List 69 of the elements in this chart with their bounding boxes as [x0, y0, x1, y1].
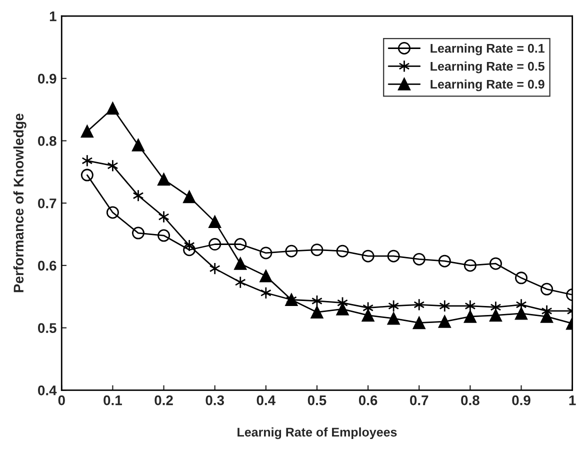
point [362, 250, 374, 262]
x-tick-label: 0.3 [206, 395, 224, 406]
point [260, 246, 272, 260]
point [80, 125, 94, 138]
point [387, 250, 400, 262]
x-tick-label: 0.9 [512, 395, 530, 406]
point [464, 259, 476, 272]
y-tick-label: 0.4 [38, 385, 57, 396]
y-axis-title: Performance of Knowledge [13, 114, 26, 292]
point [106, 206, 119, 219]
x-tick-label: 0.4 [256, 395, 276, 406]
point [412, 252, 426, 266]
point [260, 270, 272, 282]
y-tick-label: 0.6 [38, 260, 56, 271]
x-axis-title: Learnig Rate of Employees [238, 427, 397, 440]
point [184, 239, 195, 252]
point [132, 138, 144, 152]
point [489, 309, 502, 322]
point [132, 226, 144, 240]
legend-label: Learning Rate = 0.5 [430, 62, 544, 74]
x-tick-label: 0.5 [308, 395, 326, 406]
x-tick-label: 0 [58, 395, 65, 406]
y-tick-label: 0.9 [38, 74, 56, 84]
point [489, 257, 502, 270]
y-tick-label: 0.8 [38, 136, 56, 146]
point [132, 189, 144, 202]
x-tick-label: 0.2 [154, 395, 173, 406]
x-tick-label: 0.6 [358, 395, 378, 406]
legend-label: Learning Rate = 0.9 [430, 79, 544, 92]
point [362, 309, 374, 322]
point [80, 168, 94, 182]
point [234, 238, 247, 251]
x-tick-label: 0.7 [410, 395, 428, 406]
point [336, 244, 349, 258]
y-tick-label: 0.7 [38, 198, 56, 208]
point [285, 244, 298, 258]
point [438, 315, 451, 328]
point [439, 300, 450, 312]
point [412, 316, 426, 330]
point [209, 262, 220, 275]
x-tick-label: 0.1 [104, 395, 122, 406]
point [515, 272, 528, 284]
point [310, 306, 324, 318]
point [234, 276, 246, 289]
point [515, 307, 528, 320]
point [158, 210, 170, 224]
point [183, 244, 196, 256]
point [414, 298, 425, 311]
point [438, 254, 451, 268]
point [234, 257, 247, 270]
x-tick-label: 0.8 [461, 395, 480, 406]
point [388, 300, 400, 312]
point [208, 238, 222, 251]
point [106, 102, 119, 115]
point [82, 154, 93, 167]
point [158, 173, 170, 186]
y-tick-label: 0.5 [38, 323, 56, 333]
point [158, 229, 170, 242]
point [107, 159, 118, 172]
point [387, 312, 400, 325]
point [310, 244, 324, 256]
point [540, 282, 554, 296]
point [260, 286, 272, 300]
y-tick-label: 1 [50, 12, 56, 22]
x-tick-label: 1 [569, 396, 576, 406]
point [183, 190, 196, 204]
legend-label: Learning Rate = 0.1 [430, 44, 544, 56]
point [464, 310, 476, 323]
point [208, 216, 222, 228]
